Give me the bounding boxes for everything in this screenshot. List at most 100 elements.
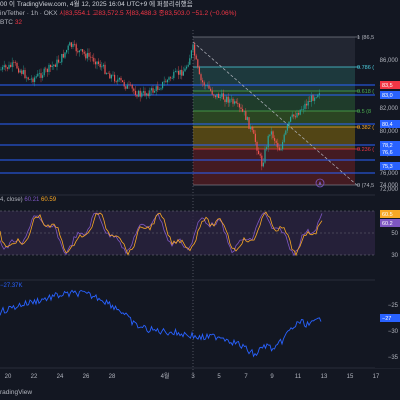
candle: [293, 114, 295, 120]
candle: [230, 94, 232, 103]
time-axis-label: 17: [373, 374, 380, 380]
candle: [123, 79, 125, 90]
candle: [269, 134, 271, 138]
fib-level-label: 1 (86,5: [357, 35, 374, 41]
time-axis-label: 22: [31, 374, 38, 380]
candle: [237, 98, 239, 107]
candle: [46, 67, 48, 77]
price-tag: 80,4: [380, 120, 400, 128]
candle: [270, 127, 272, 140]
candle: [120, 75, 122, 83]
candle: [40, 68, 42, 83]
fib-level-label: 0.618 (: [357, 89, 374, 95]
candle: [34, 75, 36, 87]
candle: [296, 109, 298, 119]
price-axis-label: 72,000: [380, 187, 399, 193]
indicator-axis-label: −35: [388, 355, 399, 361]
fib-level-label: 0.786 (: [357, 65, 374, 71]
candle: [267, 134, 269, 152]
candle: [101, 61, 103, 71]
osc-tag: 60.5: [380, 210, 400, 218]
fib-level-label: 0 (74,5: [357, 183, 374, 189]
candle: [51, 61, 53, 70]
price-axis-label: 86,000: [380, 58, 399, 64]
indicator-tag: −27: [380, 314, 400, 322]
candle: [314, 96, 316, 105]
candle: [245, 107, 247, 120]
candle: [149, 87, 151, 99]
candle: [139, 87, 141, 102]
bell-icon[interactable]: [315, 178, 325, 188]
candle: [206, 82, 208, 88]
candle: [70, 41, 72, 49]
candle: [5, 63, 7, 72]
candle: [203, 80, 205, 90]
osc-axis-label: 30: [391, 253, 398, 259]
candle: [118, 77, 120, 82]
candle: [86, 48, 88, 62]
candle: [312, 94, 314, 102]
candle: [218, 92, 220, 99]
candle: [64, 52, 66, 59]
symbol-label[interactable]: in/Tether · 1h · OKX: [0, 10, 58, 17]
time-axis-label: 26: [83, 374, 90, 380]
candle: [53, 64, 55, 70]
candle: [182, 66, 184, 76]
candle: [43, 67, 45, 78]
close-value: 종83,503.0: [158, 10, 190, 17]
candle: [317, 93, 319, 98]
time-axis-label: 15: [347, 374, 354, 380]
candle: [171, 75, 173, 79]
candle: [54, 63, 56, 67]
candle: [226, 95, 228, 104]
candle: [211, 87, 213, 96]
candle: [3, 60, 5, 71]
time-axis-label: 28: [109, 374, 116, 380]
candle: [275, 139, 277, 147]
candle: [24, 67, 26, 80]
time-axis-label: 9: [270, 374, 274, 380]
candle: [14, 60, 16, 66]
indicator-legend[interactable]: −27.37K: [0, 283, 23, 289]
candle: [50, 64, 52, 73]
candle: [75, 42, 77, 56]
candle: [110, 74, 112, 82]
candle: [310, 92, 312, 107]
candle: [184, 65, 186, 72]
candle: [134, 86, 136, 97]
candle: [240, 103, 242, 113]
candle: [158, 87, 160, 91]
osc-tag: 60.2: [380, 219, 400, 227]
candle: [58, 55, 60, 64]
candle: [133, 87, 135, 94]
trendline[interactable]: [192, 41, 359, 187]
candle: [21, 68, 23, 76]
candle: [195, 53, 197, 60]
candle: [286, 123, 288, 133]
candle: [254, 130, 256, 146]
price-axis-label: 76,000: [380, 171, 399, 177]
candle: [0, 66, 2, 71]
candle: [90, 51, 92, 62]
candle: [208, 81, 210, 90]
candle: [114, 71, 116, 84]
osc-legend[interactable]: 4, close) 60.21 60.59: [0, 197, 57, 203]
candle: [155, 84, 157, 96]
candle: [290, 116, 292, 123]
candle: [232, 97, 234, 107]
fib-level-label: 0.382 (: [357, 125, 374, 131]
candle: [222, 89, 224, 100]
candle: [72, 41, 74, 50]
price-tag: 75,3: [380, 162, 400, 170]
candle: [301, 106, 303, 111]
candle: [138, 89, 140, 98]
candle: [59, 61, 61, 63]
candle: [282, 139, 284, 152]
candle: [259, 152, 261, 159]
fib-zones: [193, 37, 355, 185]
candle: [136, 91, 138, 99]
candle: [283, 132, 285, 144]
candle: [291, 111, 293, 119]
candle: [144, 87, 146, 98]
